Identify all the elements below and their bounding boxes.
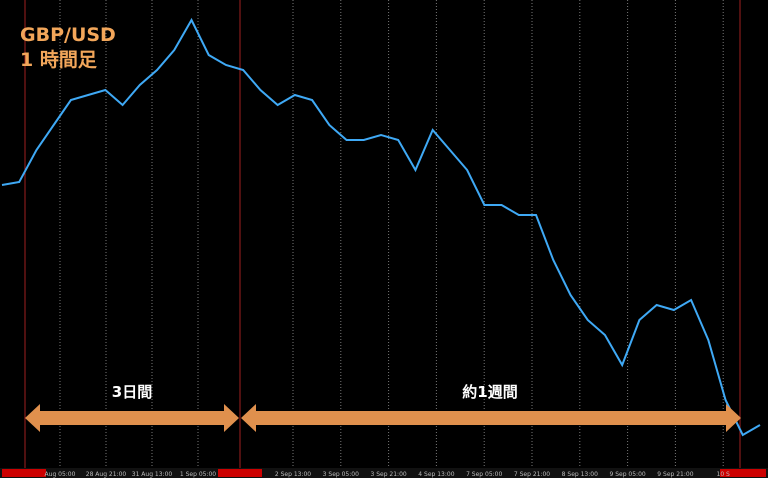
- x-tick-label: 8 Sep 13:00: [562, 471, 598, 478]
- x-tick-label: 4 Sep 13:00: [418, 471, 454, 478]
- x-tick-label: 3 Sep 21:00: [370, 471, 406, 478]
- x-tick-label: 31 Aug 13:00: [132, 471, 173, 478]
- x-tick-label: 3 Sep 05:00: [323, 471, 359, 478]
- x-tick-label: 28 Aug 21:00: [86, 471, 127, 478]
- x-tick-label: 1 Sep 05:00: [180, 471, 216, 478]
- x-tick-label: 2 Sep 13:00: [275, 471, 311, 478]
- x-tick-label: 7 Sep 05:00: [466, 471, 502, 478]
- annotation: 3日間: [112, 383, 152, 401]
- arrow: [25, 404, 239, 432]
- x-axis-bar: [0, 468, 768, 478]
- x-tick-label: 10 S: [717, 471, 731, 478]
- chart-title: GBP/USD: [20, 24, 116, 46]
- date-marker: [2, 469, 46, 477]
- plot: [1, 17, 761, 437]
- arrow: [241, 404, 741, 432]
- chart-subtitle: 1 時間足: [20, 49, 98, 71]
- x-tick-label: 9 Sep 05:00: [609, 471, 645, 478]
- x-tick-label: 7 Sep 21:00: [514, 471, 550, 478]
- date-marker: [218, 469, 262, 477]
- x-tick-label: Aug 05:00: [45, 471, 76, 478]
- annotation: 約1週間: [462, 383, 517, 401]
- price-line: [1, 17, 761, 437]
- date-marker: [720, 469, 766, 477]
- x-tick-label: 9 Sep 21:00: [657, 471, 693, 478]
